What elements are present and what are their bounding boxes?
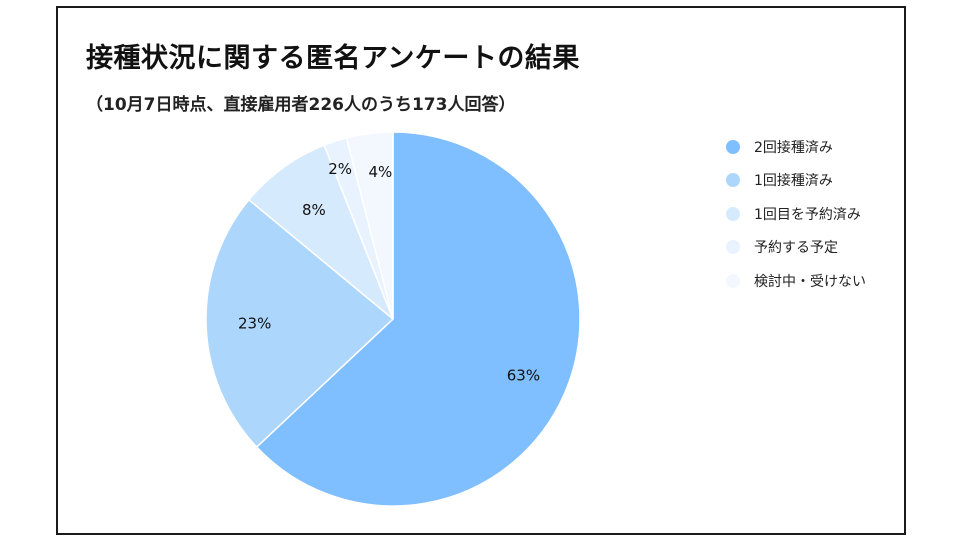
slice-value-label: 63%	[507, 366, 540, 384]
slice-value-label: 4%	[368, 163, 392, 181]
chart-subtitle: （10月7日時点、直接雇用者226人のうち173人回答）	[86, 95, 516, 115]
legend-swatch	[726, 173, 740, 188]
legend-label: 検討中・受けない	[754, 273, 866, 290]
legend-swatch	[726, 206, 740, 221]
slice-value-label: 23%	[238, 314, 271, 332]
pie-slice	[247, 144, 394, 320]
legend-item: 2回接種済み	[726, 130, 866, 164]
pie-slice	[345, 131, 394, 320]
legend-swatch	[726, 139, 740, 154]
legend-label: 予約する予定	[754, 240, 838, 257]
legend-swatch	[726, 240, 740, 255]
legend-label: 1回目を予約済み	[754, 206, 861, 223]
pie-slice	[255, 131, 581, 507]
legend-swatch	[726, 273, 740, 288]
legend-label: 2回接種済み	[754, 139, 833, 156]
legend-item: 1回目を予約済み	[726, 197, 866, 231]
pie-slice	[205, 198, 395, 449]
slice-value-label: 2%	[328, 160, 352, 178]
legend-item: 検討中・受けない	[726, 264, 866, 298]
chart-legend: 2回接種済み 1回接種済み 1回目を予約済み 予約する予定検討中・受けない	[726, 130, 866, 298]
legend-label: 1回接種済み	[754, 173, 833, 190]
legend-item: 予約する予定	[726, 231, 866, 265]
chart-title: 接種状況に関する匿名アンケートの結果	[86, 43, 580, 74]
slice-value-label: 8%	[302, 201, 326, 219]
legend-item: 1回接種済み	[726, 164, 866, 198]
